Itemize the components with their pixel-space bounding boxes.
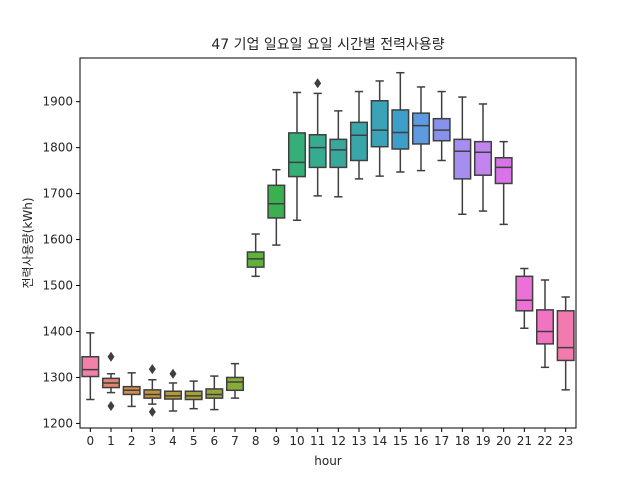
box-hour-11 [308,78,327,197]
box-hour-15 [391,71,410,173]
box-hour-21 [515,267,534,330]
x-axis-label: hour [314,454,342,468]
x-tick-label: 9 [273,434,281,448]
y-tick-label: 1900 [42,95,73,109]
box-hour-6 [205,375,224,411]
x-tick-label: 8 [252,434,260,448]
x-tick-label: 18 [455,434,470,448]
box-hour-8 [246,233,265,278]
x-tick-label: 5 [190,434,198,448]
outlier-point [314,78,322,89]
x-tick-label: 13 [351,434,366,448]
outlier-point [148,406,156,417]
y-axis-label: 전력사용량(kWh) [21,198,35,289]
box-hour-7 [225,362,245,399]
x-tick-label: 20 [496,434,511,448]
y-axis: 1200 1300 1400 1500 1600 1700 1800 1900 [42,95,80,430]
iqr-box [535,309,555,345]
outlier-point [169,368,177,379]
box-hour-14 [370,80,389,177]
y-tick-label: 1800 [42,141,73,155]
iqr-box [391,109,410,150]
x-tick-label: 19 [475,434,490,448]
x-tick-label: 14 [372,434,387,448]
y-tick-label: 1600 [42,233,73,247]
box-hour-1 [101,351,121,411]
iqr-box [287,132,307,178]
box-hour-9 [267,168,286,246]
iqr-box [329,138,348,169]
box-hour-12 [329,110,348,198]
box-hour-0 [81,332,100,401]
x-tick-label: 2 [128,434,136,448]
y-tick-label: 1300 [42,370,73,384]
iqr-box [370,99,389,148]
box-hour-22 [535,279,555,369]
boxes-layer [81,71,575,417]
box-hour-5 [184,380,203,410]
x-tick-label: 7 [231,434,239,448]
x-tick-label: 4 [169,434,177,448]
box-hour-17 [432,90,451,162]
iqr-box [349,121,369,162]
box-hour-20 [494,140,513,226]
outlier-point [148,364,156,375]
box-hour-4 [163,368,183,412]
x-tick-label: 16 [413,434,428,448]
iqr-box [81,356,100,378]
x-tick-label: 3 [149,434,157,448]
iqr-box [515,275,534,312]
iqr-box [267,184,286,219]
x-tick-label: 21 [517,434,532,448]
x-tick-label: 1 [107,434,115,448]
box-hour-23 [556,296,575,391]
x-tick-label: 6 [211,434,219,448]
y-tick-label: 1700 [42,187,73,201]
y-tick-label: 1200 [42,416,73,430]
outlier-point [107,351,115,362]
x-tick-label: 12 [331,434,346,448]
x-tick-label: 0 [87,434,95,448]
x-tick-label: 10 [289,434,304,448]
iqr-box [494,156,513,185]
x-tick-label: 11 [310,434,325,448]
x-tick-label: 22 [537,434,552,448]
iqr-box [473,140,493,176]
box-hour-10 [287,91,307,221]
chart-title: 47 기업 일요일 요일 시간별 전력사용량 [211,37,444,53]
iqr-box [225,376,245,392]
outlier-point [107,400,115,411]
iqr-box [308,134,327,169]
x-tick-label: 15 [393,434,408,448]
x-axis: 0 1 2 3 4 5 6 7 8 9 10 11 12 13 14 15 16 17 18 19 20 21 22 23 [87,428,573,448]
y-tick-label: 1400 [42,324,73,338]
box-hour-18 [453,96,472,216]
iqr-box [205,388,224,399]
y-tick-label: 1500 [42,279,73,293]
x-tick-label: 17 [434,434,449,448]
plot-area-frame [79,57,577,429]
box-hour-16 [411,86,431,172]
iqr-box [411,112,431,145]
box-hour-13 [349,90,369,180]
box-hour-19 [473,103,493,212]
x-tick-label: 23 [558,434,573,448]
box-hour-2 [122,372,141,408]
iqr-box [556,310,575,362]
box-hour-3 [143,364,162,417]
iqr-box [453,138,472,180]
